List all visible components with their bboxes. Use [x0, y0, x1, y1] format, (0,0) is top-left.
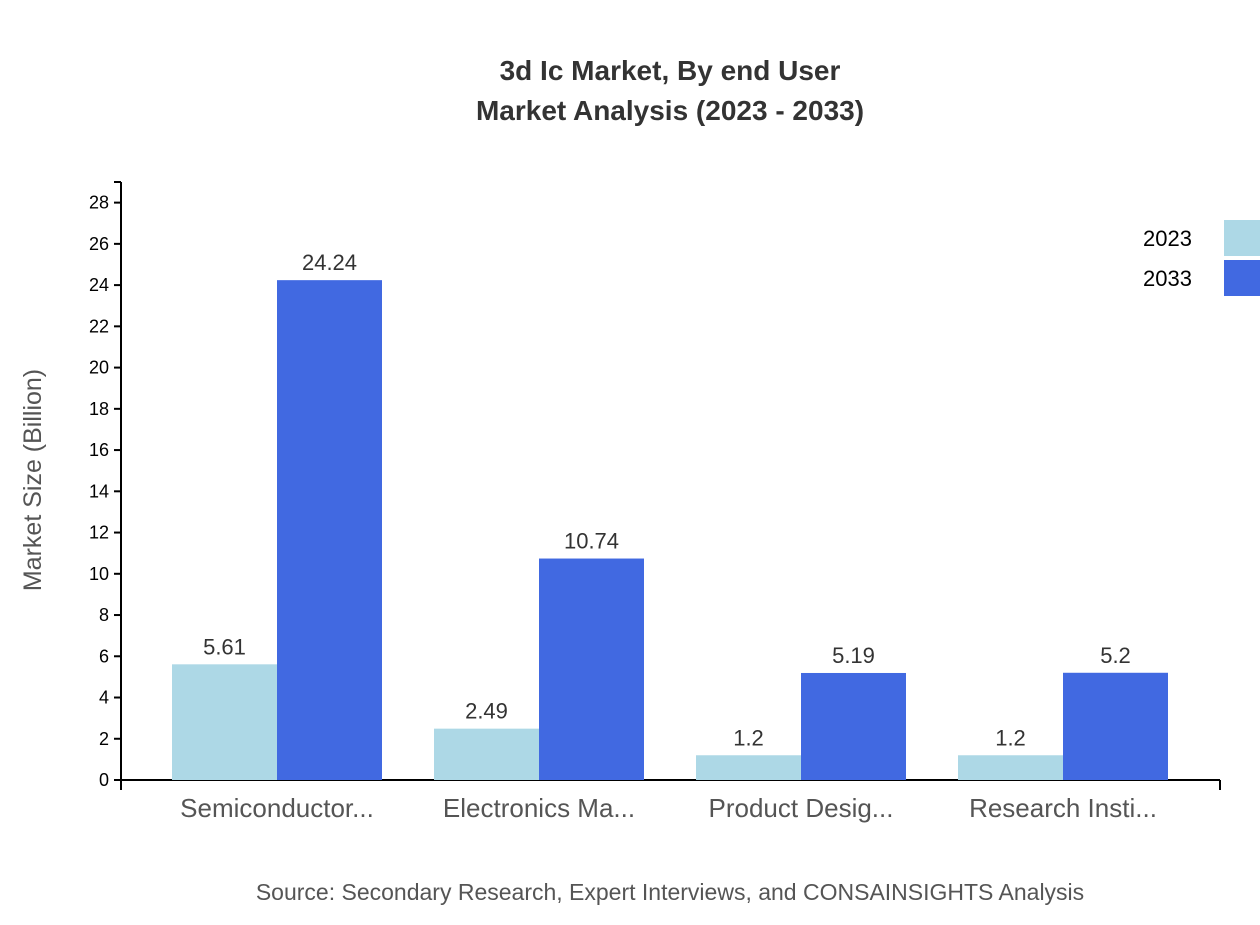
source-note: Source: Secondary Research, Expert Inter…: [256, 879, 1084, 905]
data-label: 5.19: [832, 643, 875, 668]
data-label: 1.2: [995, 725, 1026, 750]
y-tick-label: 4: [99, 688, 109, 708]
y-tick-label: 0: [99, 770, 109, 790]
legend-label: 2023: [1143, 226, 1192, 251]
data-label: 1.2: [733, 725, 764, 750]
y-tick-label: 28: [89, 193, 109, 213]
bar-2033: [277, 280, 382, 780]
bar-2033: [539, 558, 644, 780]
legend-label: 2033: [1143, 266, 1192, 291]
chart-subtitle: Market Analysis (2023 - 2033): [476, 95, 864, 126]
data-label: 24.24: [302, 250, 357, 275]
y-tick-label: 6: [99, 646, 109, 666]
y-tick-label: 8: [99, 605, 109, 625]
chart-title: 3d Ic Market, By end User: [500, 55, 841, 86]
y-tick-label: 10: [89, 564, 109, 584]
y-tick-label: 22: [89, 316, 109, 336]
data-label: 5.61: [203, 634, 246, 659]
x-tick-label: Semiconductor...: [180, 793, 374, 823]
y-tick-label: 24: [89, 275, 109, 295]
data-label: 10.74: [564, 529, 619, 554]
bar-2033: [1063, 672, 1168, 780]
x-axis: Semiconductor... Electronics Ma... Product…: [120, 779, 1221, 823]
legend: 2023 2033: [1143, 220, 1260, 296]
y-tick-label: 12: [89, 523, 109, 543]
y-tick-label: 16: [89, 440, 109, 460]
x-tick-label: Research Insti...: [969, 793, 1157, 823]
data-label: 5.2: [1100, 643, 1131, 668]
y-tick-label: 2: [99, 729, 109, 749]
legend-swatch: [1224, 260, 1260, 296]
bars: 5.61 24.24 2.49 10.74 1.2 5.19 1.2 5.2: [172, 250, 1168, 780]
y-tick-label: 14: [89, 481, 109, 501]
x-tick-label: Electronics Ma...: [443, 793, 635, 823]
data-label: 2.49: [465, 699, 508, 724]
bar-2023: [434, 728, 539, 780]
bar-2023: [172, 664, 277, 780]
y-axis-label: Market Size (Billion): [19, 369, 47, 591]
bar-2023: [696, 755, 801, 780]
legend-swatch: [1224, 220, 1260, 256]
y-tick-label: 26: [89, 234, 109, 254]
y-tick-label: 18: [89, 399, 109, 419]
bar-2023: [958, 755, 1063, 780]
y-tick-label: 20: [89, 358, 109, 378]
bar-2033: [801, 672, 906, 780]
x-tick-label: Product Desig...: [709, 793, 894, 823]
